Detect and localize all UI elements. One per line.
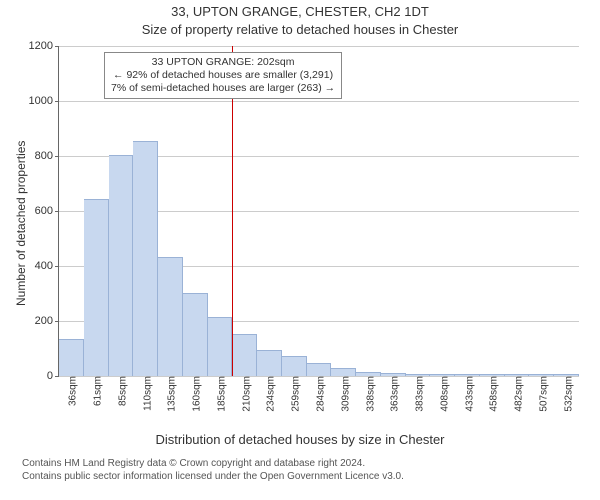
histogram-bar xyxy=(257,350,282,376)
chart-title-description: Size of property relative to detached ho… xyxy=(0,22,600,37)
y-tick-label: 1000 xyxy=(29,95,59,107)
histogram-bar xyxy=(133,141,158,376)
attribution-footer: Contains HM Land Registry data © Crown c… xyxy=(22,458,404,483)
y-tick-label: 400 xyxy=(35,260,59,272)
x-tick-label: 185sqm xyxy=(212,376,227,412)
histogram-bar xyxy=(59,339,84,376)
histogram-bar xyxy=(109,155,134,376)
histogram-bar xyxy=(183,293,208,377)
x-tick-label: 363sqm xyxy=(386,376,401,412)
x-tick-label: 383sqm xyxy=(411,376,426,412)
histogram-bar xyxy=(84,199,109,376)
y-tick-label: 800 xyxy=(35,150,59,162)
x-tick-label: 507sqm xyxy=(534,376,549,412)
histogram-bar xyxy=(307,363,332,376)
x-tick-label: 338sqm xyxy=(361,376,376,412)
y-tick-label: 200 xyxy=(35,315,59,327)
footer-line-2: Contains public sector information licen… xyxy=(22,471,404,484)
x-tick-label: 85sqm xyxy=(113,376,128,406)
x-tick-label: 234sqm xyxy=(262,376,277,412)
annotation-box: 33 UPTON GRANGE: 202sqm← 92% of detached… xyxy=(104,52,342,99)
histogram-bar xyxy=(282,356,307,376)
x-tick-label: 135sqm xyxy=(163,376,178,412)
x-tick-label: 532sqm xyxy=(559,376,574,412)
x-tick-label: 458sqm xyxy=(485,376,500,412)
x-tick-label: 36sqm xyxy=(64,376,79,406)
annotation-line: 7% of semi-detached houses are larger (2… xyxy=(111,82,335,95)
histogram-bar xyxy=(331,368,356,376)
x-tick-label: 284sqm xyxy=(312,376,327,412)
chart-title-address: 33, UPTON GRANGE, CHESTER, CH2 1DT xyxy=(0,4,600,19)
footer-line-1: Contains HM Land Registry data © Crown c… xyxy=(22,458,404,471)
x-tick-label: 210sqm xyxy=(237,376,252,412)
x-tick-label: 408sqm xyxy=(435,376,450,412)
x-tick-label: 433sqm xyxy=(460,376,475,412)
x-tick-label: 309sqm xyxy=(336,376,351,412)
x-tick-label: 160sqm xyxy=(188,376,203,412)
gridline xyxy=(59,101,579,102)
x-tick-label: 61sqm xyxy=(89,376,104,406)
y-tick-label: 1200 xyxy=(29,40,59,52)
histogram-bar xyxy=(208,317,233,376)
y-axis-label: Number of detached properties xyxy=(14,141,28,306)
x-axis-label: Distribution of detached houses by size … xyxy=(0,432,600,447)
plot-area: 02004006008001000120036sqm61sqm85sqm110s… xyxy=(58,46,579,377)
histogram-bar xyxy=(158,257,183,376)
annotation-line: ← 92% of detached houses are smaller (3,… xyxy=(111,69,335,82)
x-tick-label: 259sqm xyxy=(287,376,302,412)
x-tick-label: 110sqm xyxy=(138,376,153,411)
y-tick-label: 0 xyxy=(47,370,59,382)
annotation-line: 33 UPTON GRANGE: 202sqm xyxy=(111,56,335,69)
gridline xyxy=(59,46,579,47)
histogram-bar xyxy=(232,334,257,376)
y-tick-label: 600 xyxy=(35,205,59,217)
x-tick-label: 482sqm xyxy=(510,376,525,412)
